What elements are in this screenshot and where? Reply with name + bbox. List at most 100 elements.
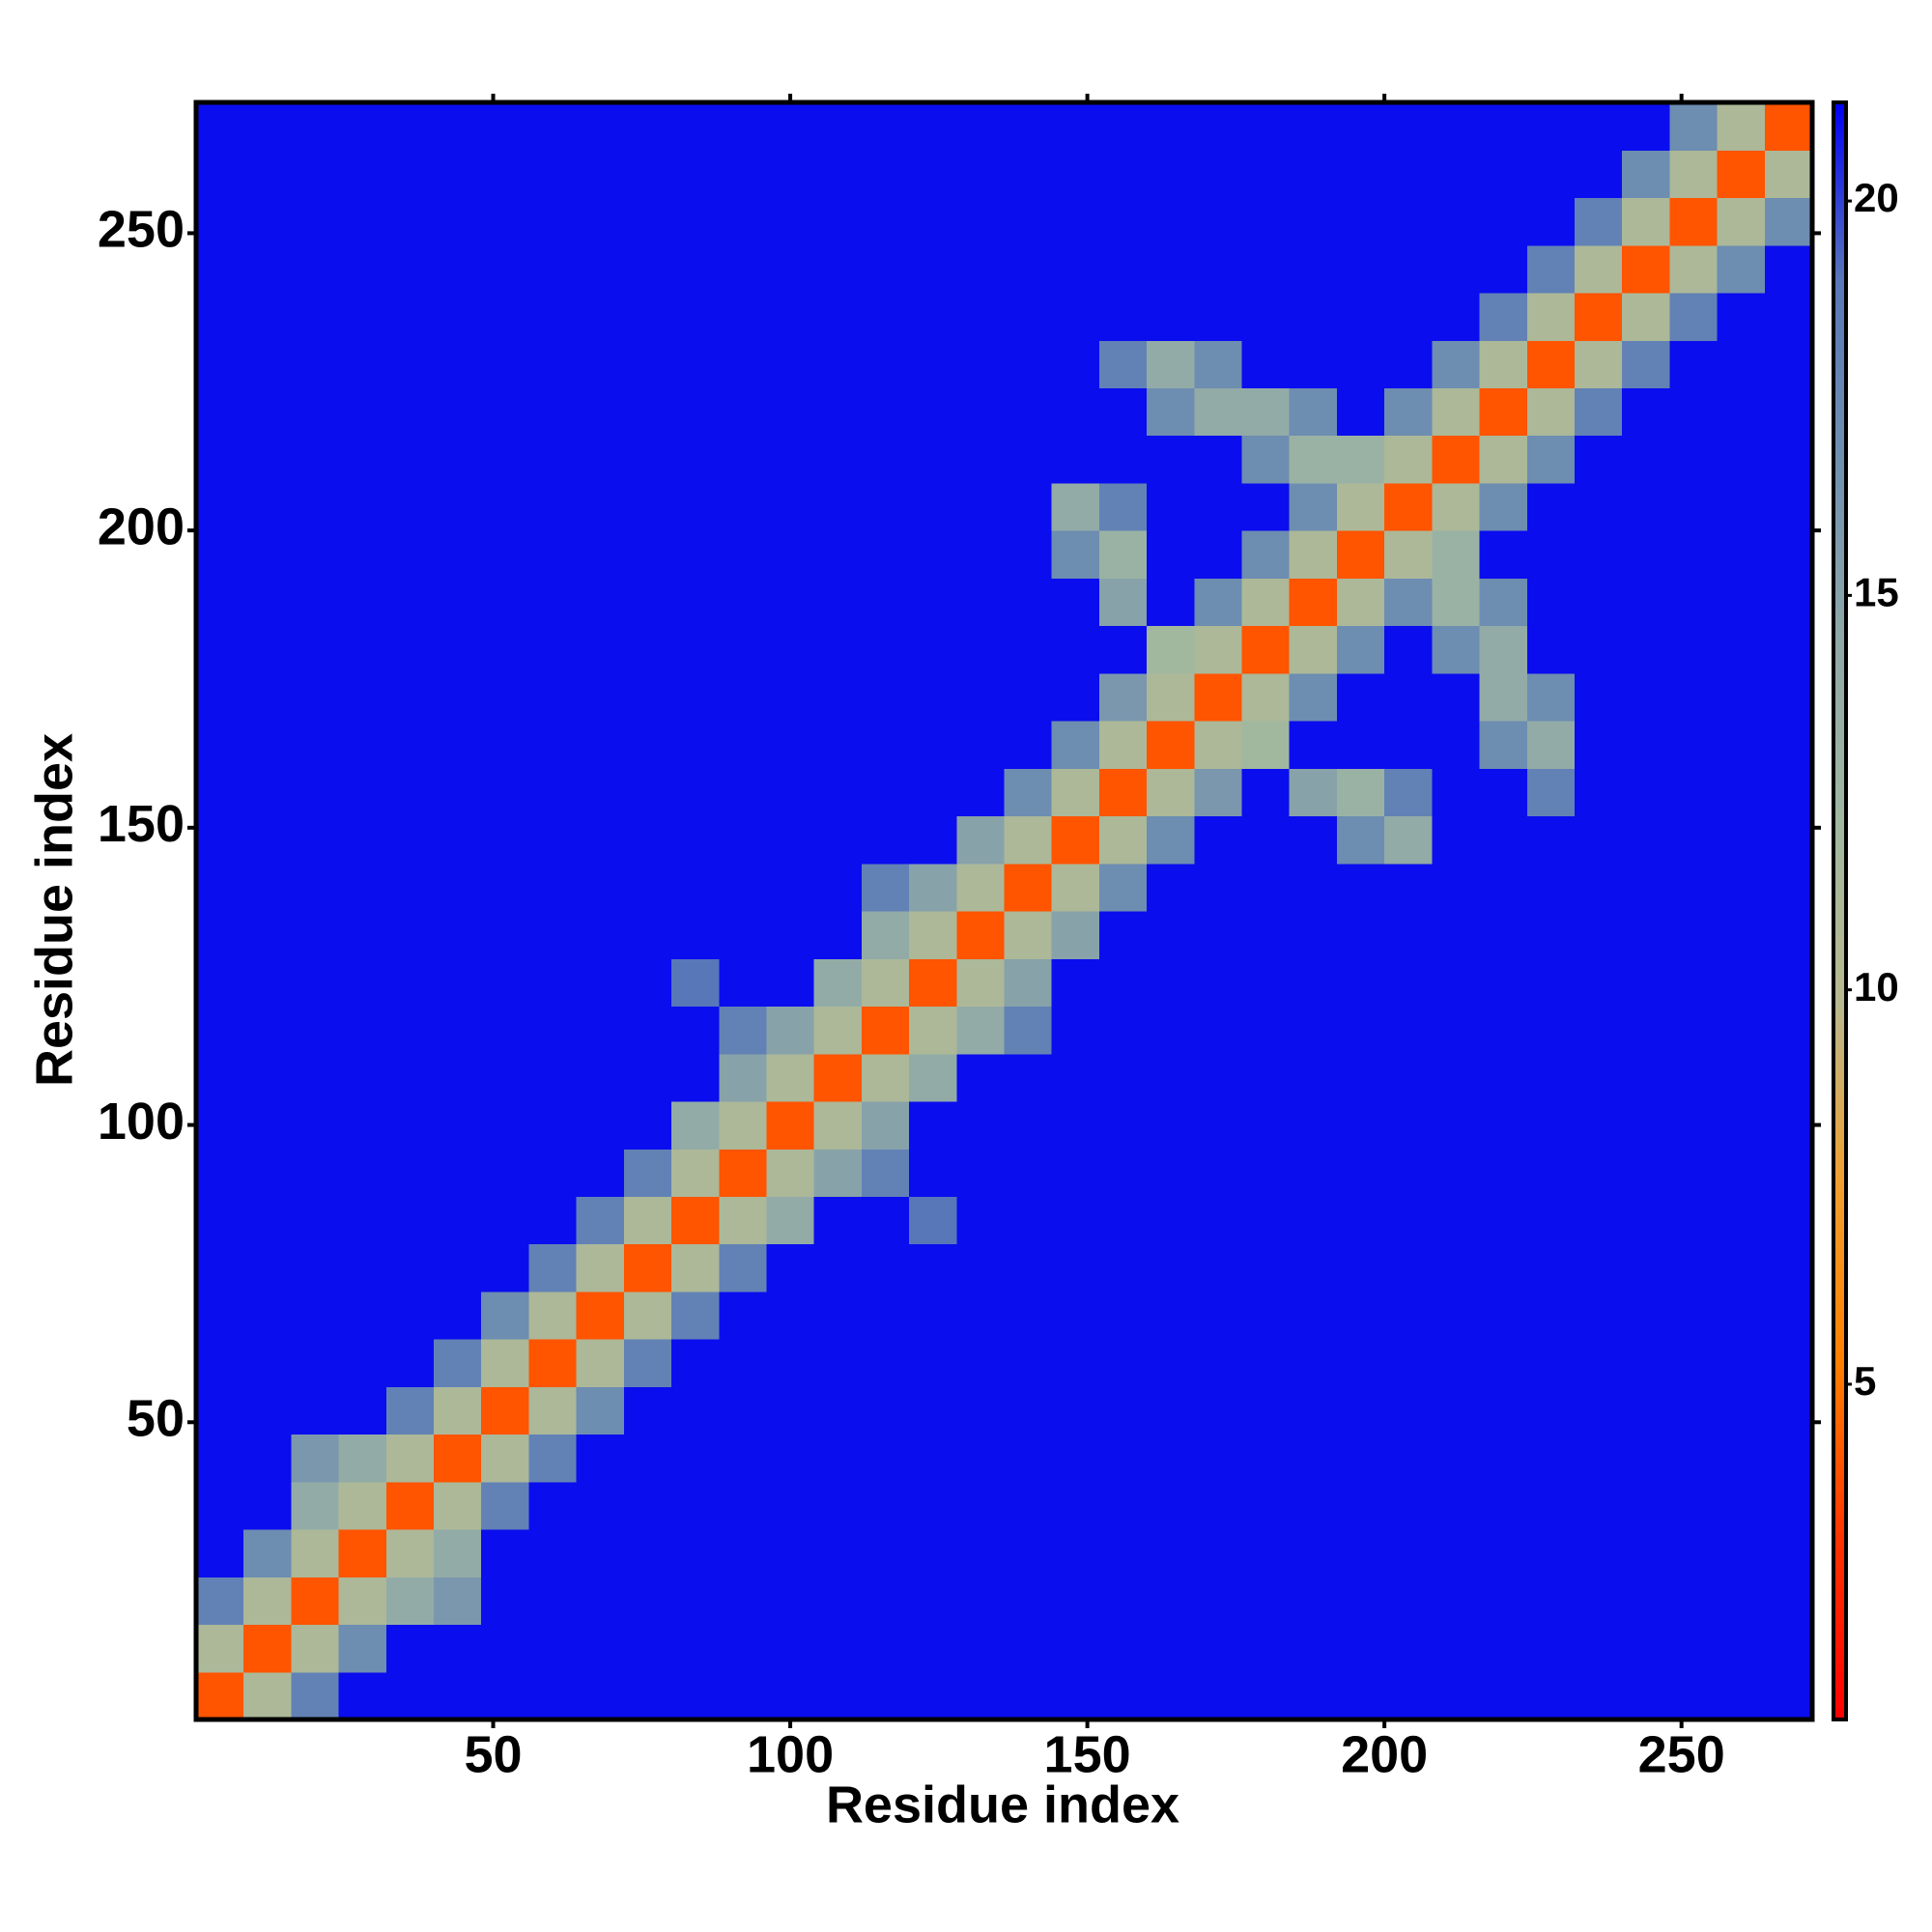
cell (528, 102, 578, 151)
cell (1098, 482, 1148, 531)
cell (1526, 482, 1576, 531)
cell (1194, 1291, 1243, 1340)
cell (196, 1434, 244, 1483)
cell (528, 721, 578, 769)
cell (434, 292, 482, 341)
cell (1384, 435, 1433, 484)
cell (1432, 1196, 1481, 1245)
cell (1098, 1243, 1148, 1293)
cell (813, 435, 863, 484)
cell (623, 768, 672, 817)
cell (1669, 1053, 1719, 1102)
cell (1669, 1577, 1719, 1626)
cell (528, 435, 578, 484)
cell (1432, 150, 1481, 199)
cell (1432, 530, 1481, 579)
cell (1194, 1339, 1243, 1387)
cell (196, 721, 244, 769)
cell (766, 482, 815, 531)
cell (861, 958, 910, 1008)
cell (1717, 1339, 1766, 1387)
cell (766, 197, 815, 246)
cell (1622, 1243, 1670, 1293)
cell (766, 1149, 815, 1198)
cell (1526, 1624, 1576, 1673)
cell (1004, 672, 1053, 722)
cell (1289, 102, 1338, 151)
cell (1051, 1529, 1100, 1577)
cell (813, 150, 863, 199)
cell (909, 911, 957, 959)
cell (1384, 1481, 1433, 1530)
cell (1289, 530, 1338, 579)
cell (1432, 578, 1481, 627)
cell (1336, 1196, 1385, 1245)
cell (909, 102, 957, 151)
cell (1004, 340, 1053, 389)
cell (1574, 1100, 1623, 1150)
cell (243, 102, 293, 151)
cell (1622, 672, 1670, 722)
cell (909, 1434, 957, 1483)
cell (1147, 1149, 1195, 1198)
cell (1004, 721, 1053, 769)
cell (576, 482, 625, 531)
cell (861, 1149, 910, 1198)
colorbar-tick-label: 15 (1854, 569, 1899, 614)
cell (861, 1577, 910, 1626)
cell (1336, 530, 1385, 579)
cell (338, 102, 387, 151)
cell (719, 911, 768, 959)
cell (196, 435, 244, 484)
cell (1432, 768, 1481, 817)
cell (1384, 530, 1433, 579)
cell (1479, 1196, 1528, 1245)
cell (719, 1624, 768, 1673)
cell (481, 150, 530, 199)
cell (1479, 530, 1528, 579)
cell (576, 863, 625, 912)
cell (434, 150, 482, 199)
cell (1051, 1196, 1100, 1245)
cell (576, 1434, 625, 1483)
cell (338, 1671, 387, 1720)
cell (719, 958, 768, 1008)
cell (243, 768, 293, 817)
cell (813, 1529, 863, 1577)
cell (1384, 387, 1433, 437)
cell (291, 1481, 340, 1530)
cell (1051, 625, 1100, 674)
cell (1669, 482, 1719, 531)
cell (243, 1053, 293, 1102)
cell (861, 1434, 910, 1483)
cell (671, 1529, 720, 1577)
cell (1432, 1053, 1481, 1102)
cell (671, 911, 720, 959)
cell (1004, 1671, 1053, 1720)
cell (1764, 1671, 1813, 1720)
cell (1622, 292, 1670, 341)
cell (861, 244, 910, 294)
cell (813, 387, 863, 437)
cell (196, 340, 244, 389)
cell (1432, 1434, 1481, 1483)
cell (1004, 863, 1053, 912)
cell (956, 672, 1006, 722)
cell (813, 530, 863, 579)
cell (1669, 958, 1719, 1008)
cell (813, 625, 863, 674)
cell (719, 244, 768, 294)
cell (1764, 1196, 1813, 1245)
cell (1004, 578, 1053, 627)
cell (243, 435, 293, 484)
cell (623, 1053, 672, 1102)
cell (196, 1243, 244, 1293)
cell (671, 340, 720, 389)
cell (1147, 911, 1195, 959)
cell (1336, 1149, 1385, 1198)
cell (1336, 102, 1385, 151)
cell (766, 625, 815, 674)
cell (1004, 911, 1053, 959)
cell (1669, 1243, 1719, 1293)
cell (1622, 1529, 1670, 1577)
